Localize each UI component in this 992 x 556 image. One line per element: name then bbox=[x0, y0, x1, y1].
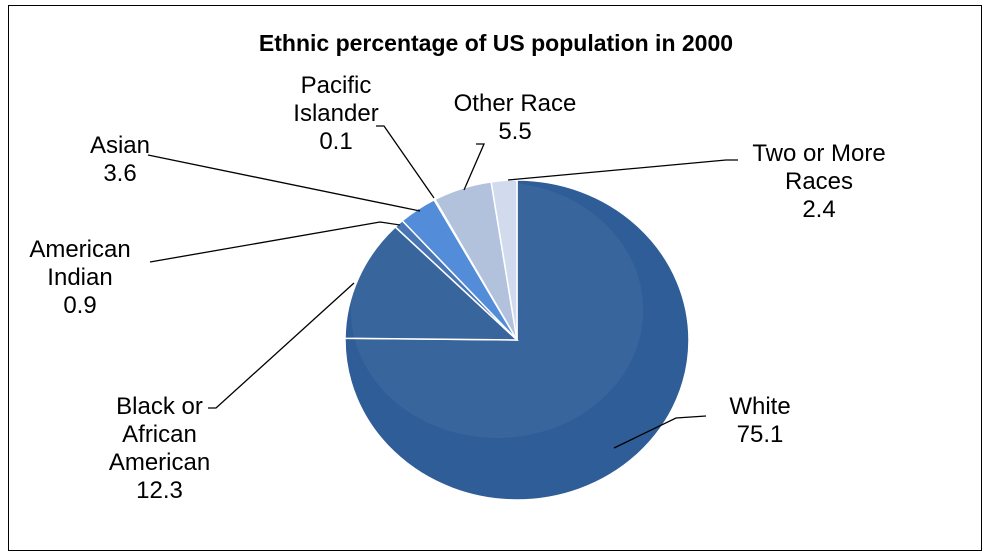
data-label-other-race: Other Race 5.5 bbox=[440, 90, 590, 146]
leader-line-pacific-islander bbox=[376, 125, 435, 199]
leader-line-american-indian bbox=[149, 221, 401, 263]
data-label-name: Pacific bbox=[300, 72, 372, 99]
data-label-name: Races bbox=[784, 168, 854, 195]
data-label-value: 3.6 bbox=[103, 160, 137, 187]
data-label-name: White bbox=[729, 393, 791, 420]
data-label-name: Islander bbox=[293, 100, 379, 127]
data-label-black-or-african-american: Black or African American 12.3 bbox=[92, 393, 227, 505]
leader-line-two-or-more-races bbox=[507, 159, 738, 181]
leader-line-asian bbox=[147, 154, 421, 212]
data-label-two-or-more-races: Two or More Races 2.4 bbox=[734, 140, 904, 224]
data-label-white: White 75.1 bbox=[700, 393, 820, 449]
pie-slice-black-or-african-american bbox=[344, 225, 519, 341]
data-label-name: African bbox=[122, 421, 197, 448]
data-label-name: Black or bbox=[116, 393, 203, 420]
data-label-name: American bbox=[108, 449, 211, 476]
data-label-name: Two or More bbox=[752, 140, 886, 167]
data-label-american-indian: American Indian 0.9 bbox=[10, 236, 150, 320]
data-label-name: Asian bbox=[89, 132, 151, 159]
data-label-name: American bbox=[29, 236, 131, 263]
data-label-name: Indian bbox=[47, 264, 113, 291]
leader-line-white bbox=[613, 415, 707, 449]
data-label-value: 5.5 bbox=[498, 118, 532, 145]
chart-title: Ethnic percentage of US population in 20… bbox=[258, 30, 734, 56]
pie-slice-two-or-more-races bbox=[490, 179, 518, 341]
data-label-name: Other Race bbox=[453, 90, 577, 117]
leader-line-other-race bbox=[463, 143, 485, 191]
data-label-value: 12.3 bbox=[136, 477, 183, 504]
pie-highlight bbox=[350, 182, 644, 438]
data-label-pacific-islander: Pacific Islander 0.1 bbox=[276, 72, 396, 156]
leader-line-black-or-african-american bbox=[208, 282, 355, 409]
data-label-value: 0.9 bbox=[63, 292, 97, 319]
data-label-value: 0.1 bbox=[319, 128, 353, 155]
data-label-value: 75.1 bbox=[736, 421, 784, 448]
data-label-asian: Asian 3.6 bbox=[70, 132, 170, 188]
data-label-value: 2.4 bbox=[802, 196, 836, 223]
